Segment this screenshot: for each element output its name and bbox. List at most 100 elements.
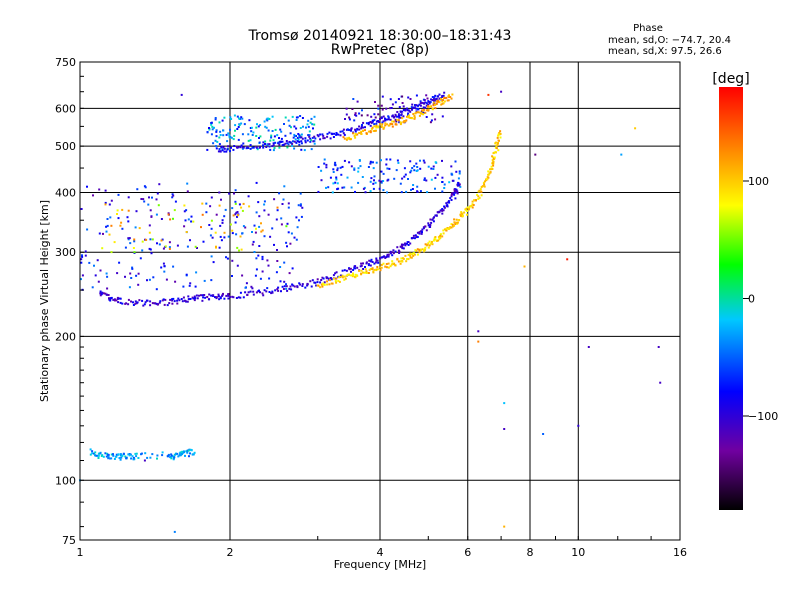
trace-point: [422, 248, 425, 251]
trace-point: [272, 144, 275, 147]
trace-point: [212, 294, 215, 297]
cluster-point: [219, 224, 222, 227]
trace-point: [198, 294, 200, 297]
trace-point: [443, 228, 446, 231]
y-tick-label: 400: [55, 186, 76, 199]
trace-point: [277, 286, 280, 289]
trace-point: [399, 110, 402, 113]
cluster-point: [255, 257, 258, 260]
cluster-point: [286, 222, 289, 225]
trace-point: [441, 208, 444, 210]
cluster-point: [397, 161, 400, 164]
trace-point: [104, 292, 107, 295]
trace-point: [433, 96, 436, 99]
cluster-point: [215, 135, 218, 138]
cluster-point: [317, 166, 320, 168]
trace-point: [418, 251, 421, 254]
cluster-point: [295, 135, 297, 137]
cluster-point: [234, 200, 237, 203]
trace-point: [265, 290, 268, 293]
cluster-point: [269, 148, 272, 151]
trace-point: [469, 205, 472, 208]
trace-point: [416, 253, 419, 256]
trace-point: [396, 257, 399, 260]
trace-point: [428, 226, 431, 228]
trace-point: [322, 282, 325, 285]
cluster-point: [148, 231, 151, 234]
cluster-point: [401, 102, 404, 104]
cluster-point: [301, 117, 304, 119]
trace-point: [401, 260, 404, 263]
cluster-point: [353, 167, 356, 170]
trace-point: [424, 101, 427, 104]
trace-point: [343, 275, 346, 278]
trace-point: [442, 102, 445, 105]
trace-point: [91, 452, 94, 455]
cluster-point: [407, 178, 409, 180]
trace-point: [421, 109, 424, 112]
cluster-point: [231, 232, 234, 235]
cluster-point: [200, 226, 202, 229]
trace-point: [424, 248, 427, 251]
cluster-point: [308, 130, 311, 133]
trace-point: [445, 227, 448, 230]
trace-point: [391, 120, 394, 123]
cluster-point: [131, 266, 134, 269]
trace-point: [442, 96, 445, 99]
cluster-point: [287, 119, 290, 122]
trace-point: [473, 199, 476, 202]
cluster-point: [332, 168, 335, 171]
cluster-point: [149, 248, 152, 251]
trace-point: [364, 126, 366, 129]
cluster-point: [432, 165, 435, 168]
cluster-point: [264, 125, 267, 128]
trace-point: [421, 101, 424, 104]
cluster-point: [163, 265, 166, 268]
cluster-point: [374, 101, 376, 103]
trace-point: [456, 192, 459, 195]
trace-point: [317, 284, 320, 287]
trace-point: [206, 296, 209, 298]
trace-point: [444, 97, 446, 100]
trace-point: [107, 453, 110, 456]
colorbar-label: [deg]: [712, 71, 749, 87]
trace-point: [356, 274, 358, 277]
cluster-point: [450, 165, 453, 168]
cluster-point: [299, 127, 302, 129]
cluster-point: [229, 128, 231, 131]
trace-point: [188, 455, 190, 458]
trace-point: [433, 216, 435, 219]
cluster-point: [91, 286, 94, 289]
cluster-point: [222, 129, 224, 132]
trace-point: [410, 108, 413, 111]
cluster-point: [386, 167, 389, 170]
trace-point: [251, 146, 254, 149]
trace-point: [146, 456, 149, 459]
cluster-point: [345, 107, 348, 110]
cluster-point: [265, 126, 268, 129]
cluster-point: [141, 240, 144, 243]
cluster-point: [307, 119, 310, 122]
cluster-point: [117, 217, 120, 220]
trace-point: [380, 266, 383, 269]
cluster-point: [335, 176, 338, 179]
trace-point: [356, 133, 359, 136]
cluster-point: [354, 190, 356, 193]
trace-point: [409, 110, 412, 113]
cluster-point: [262, 141, 265, 144]
stats-x-line: mean, sd,X: 97.5, 26.6: [608, 46, 722, 57]
cluster-point: [374, 181, 377, 184]
cluster-point: [401, 95, 404, 98]
trace-point: [396, 246, 399, 249]
trace-point: [271, 291, 274, 294]
cluster-point: [247, 139, 250, 142]
cluster-point: [419, 159, 421, 162]
cluster-point: [223, 231, 226, 234]
cluster-point: [202, 240, 205, 243]
cluster-point: [256, 123, 258, 126]
trace-point: [163, 303, 166, 306]
trace-point: [252, 290, 255, 293]
trace-point: [375, 257, 378, 260]
trace-point: [239, 296, 242, 299]
cluster-point: [208, 127, 210, 129]
